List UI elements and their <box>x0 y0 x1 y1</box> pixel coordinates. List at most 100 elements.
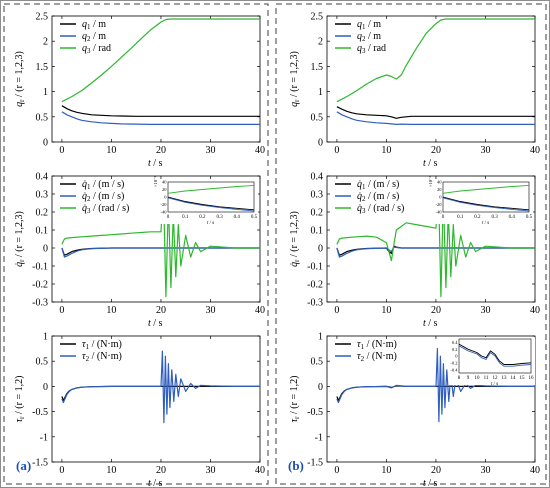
inset-x-tick-label: 0.1 <box>457 215 464 220</box>
inset-x-tick-label: 0.3 <box>216 215 223 220</box>
legend-label: q3 / rad <box>357 43 386 55</box>
plot-frame <box>326 175 536 303</box>
inset: 0 0.1 0.2 0.3 0.4 0.5 -40 -20 0 20 40 ×10⁻³ t / s <box>153 176 258 226</box>
y-tick-label: 0.3 <box>36 190 49 201</box>
y-tick-label: 0.2 <box>311 208 324 219</box>
x-tick-label: 20 <box>156 145 166 156</box>
y-axis-label: q̇r / (r = 1,2,3) <box>14 211 26 267</box>
legend-label: q2 / m <box>357 31 381 43</box>
x-tick-label: 0 <box>334 465 339 476</box>
legend-label: q3 / rad <box>82 43 111 55</box>
y-tick-label: 0.4 <box>36 172 49 183</box>
inset-y-tick-label: -20 <box>161 202 168 207</box>
y-tick-label: -0.2 <box>307 280 323 291</box>
inset-y-tick-label: 0.4 <box>452 340 458 345</box>
y-tick-label: -0.5 <box>32 407 48 418</box>
y-tick-label: 0.1 <box>36 226 49 237</box>
x-tick-label: 40 <box>255 465 265 476</box>
y-tick-label: -1.5 <box>307 458 323 469</box>
panel-label-a: (a) <box>16 458 31 473</box>
x-tick-label: 20 <box>431 465 441 476</box>
y-tick-label: 0 <box>318 382 323 393</box>
inset-x-axis-label: t / s <box>482 221 489 226</box>
inset-series-line <box>458 345 532 367</box>
chart-b-row1: 0 10 20 30 40 0 0.5 1 1.5 2 2.5 q1 / mq2 / mq3 / ra… <box>289 12 540 170</box>
x-tick-label: 30 <box>480 145 490 156</box>
legend-label: q1 / m <box>357 19 381 31</box>
inset-y-tick-label: 0 <box>455 354 458 359</box>
inset-x-tick-label: 0.4 <box>234 215 241 220</box>
x-tick-label: 10 <box>381 465 391 476</box>
legend-label: q̇3 / (rad / s) <box>82 203 129 215</box>
legend-label: q̇1 / (m / s) <box>357 179 399 191</box>
x-tick-label: 10 <box>106 465 116 476</box>
x-tick-label: 20 <box>431 305 441 316</box>
chart-b-row2: 0 10 20 30 40 -0.3 -0.2 -0.1 0 0.1 0.2 0.3 0.4 q̇1 / … <box>289 172 540 330</box>
inset-series-line <box>458 343 532 365</box>
series-line <box>336 106 535 119</box>
y-tick-label: 0 <box>43 244 48 255</box>
y-axis-label: τr / (r = 1,2) <box>14 376 26 423</box>
y-tick-label: -0.3 <box>307 298 323 309</box>
series-line <box>61 350 260 424</box>
x-tick-label: 20 <box>156 465 166 476</box>
x-tick-label: 30 <box>205 145 215 156</box>
y-tick-label: 1.5 <box>36 62 49 73</box>
x-tick-label: 30 <box>480 305 490 316</box>
inset-y-tick-label: -40 <box>161 210 168 215</box>
legend-label: q̇3 / (rad / s) <box>357 203 404 215</box>
inset-series-line <box>167 184 255 194</box>
inset-y-tick-label: 20 <box>162 187 167 192</box>
y-tick-label: -0.1 <box>307 262 323 273</box>
y-tick-label: 1 <box>43 332 48 343</box>
inset-y-tick-label: -20 <box>436 202 443 207</box>
y-tick-label: -0.2 <box>32 280 48 291</box>
x-tick-label: 40 <box>530 145 540 156</box>
legend-label: q̇2 / (m / s) <box>82 191 124 203</box>
inset-x-tick-label: 0.5 <box>251 215 258 220</box>
x-tick-label: 0 <box>334 145 339 156</box>
x-tick-label: 10 <box>106 145 116 156</box>
y-axis-label: τr / (r = 1,2) <box>289 376 301 423</box>
inset-x-tick-label: 13 <box>502 376 508 381</box>
panel-label-b: (b) <box>288 458 304 473</box>
y-tick-label: 0 <box>43 382 48 393</box>
plot-frame <box>51 335 261 463</box>
panel-a-frame <box>3 3 269 485</box>
chart-a-row1: 0 10 20 30 40 0 0.5 1 1.5 2 2.5 q1 / mq2 / mq3 / ra… <box>14 12 265 170</box>
chart-a-row3: 0 10 20 30 40 -1.5 -1 -0.5 0 0.5 1 τ1 / (N·m)τ2 / (… <box>14 332 265 488</box>
inset-x-tick-label: 0.4 <box>509 215 516 220</box>
series-line <box>336 246 535 258</box>
plot-frame <box>51 15 261 143</box>
inset-series-line <box>442 184 530 194</box>
x-tick-label: 40 <box>255 305 265 316</box>
inset-x-tick-label: 14 <box>511 376 517 381</box>
x-tick-label: 20 <box>156 305 166 316</box>
inset-x-tick-label: 15 <box>520 376 526 381</box>
legend-label: q1 / m <box>82 19 106 31</box>
y-axis-label: qr / (r = 1,2,3) <box>289 51 301 107</box>
inset-x-tick-label: 0.5 <box>526 215 533 220</box>
inset-series-line <box>442 196 530 211</box>
inset-series-line <box>167 196 255 211</box>
legend-label: q̇2 / (m / s) <box>357 191 399 203</box>
inset-background <box>158 180 258 224</box>
legend-label: τ1 / (N·m) <box>82 339 122 351</box>
x-axis-label: t / s <box>423 318 438 329</box>
y-tick-label: -1 <box>40 432 48 443</box>
y-tick-label: 0.4 <box>311 172 324 183</box>
panel-b-frame <box>275 3 547 485</box>
y-tick-label: 1 <box>318 87 323 98</box>
inset-y-tick-label: -40 <box>436 210 443 215</box>
y-tick-label: -0.1 <box>32 262 48 273</box>
y-tick-label: 0.5 <box>36 357 49 368</box>
inset-x-axis-label: t / s <box>491 382 498 387</box>
x-tick-label: 20 <box>431 145 441 156</box>
x-tick-label: 0 <box>59 305 64 316</box>
y-axis-label: qr / (r = 1,2,3) <box>14 51 26 107</box>
legend-label: q2 / m <box>82 31 106 43</box>
x-tick-label: 0 <box>59 145 64 156</box>
inset: 0 0.1 0.2 0.3 0.4 0.5 -40 -20 0 20 40 ×10⁻³ t / s <box>428 176 533 226</box>
inset-x-tick-label: 10 <box>475 376 481 381</box>
